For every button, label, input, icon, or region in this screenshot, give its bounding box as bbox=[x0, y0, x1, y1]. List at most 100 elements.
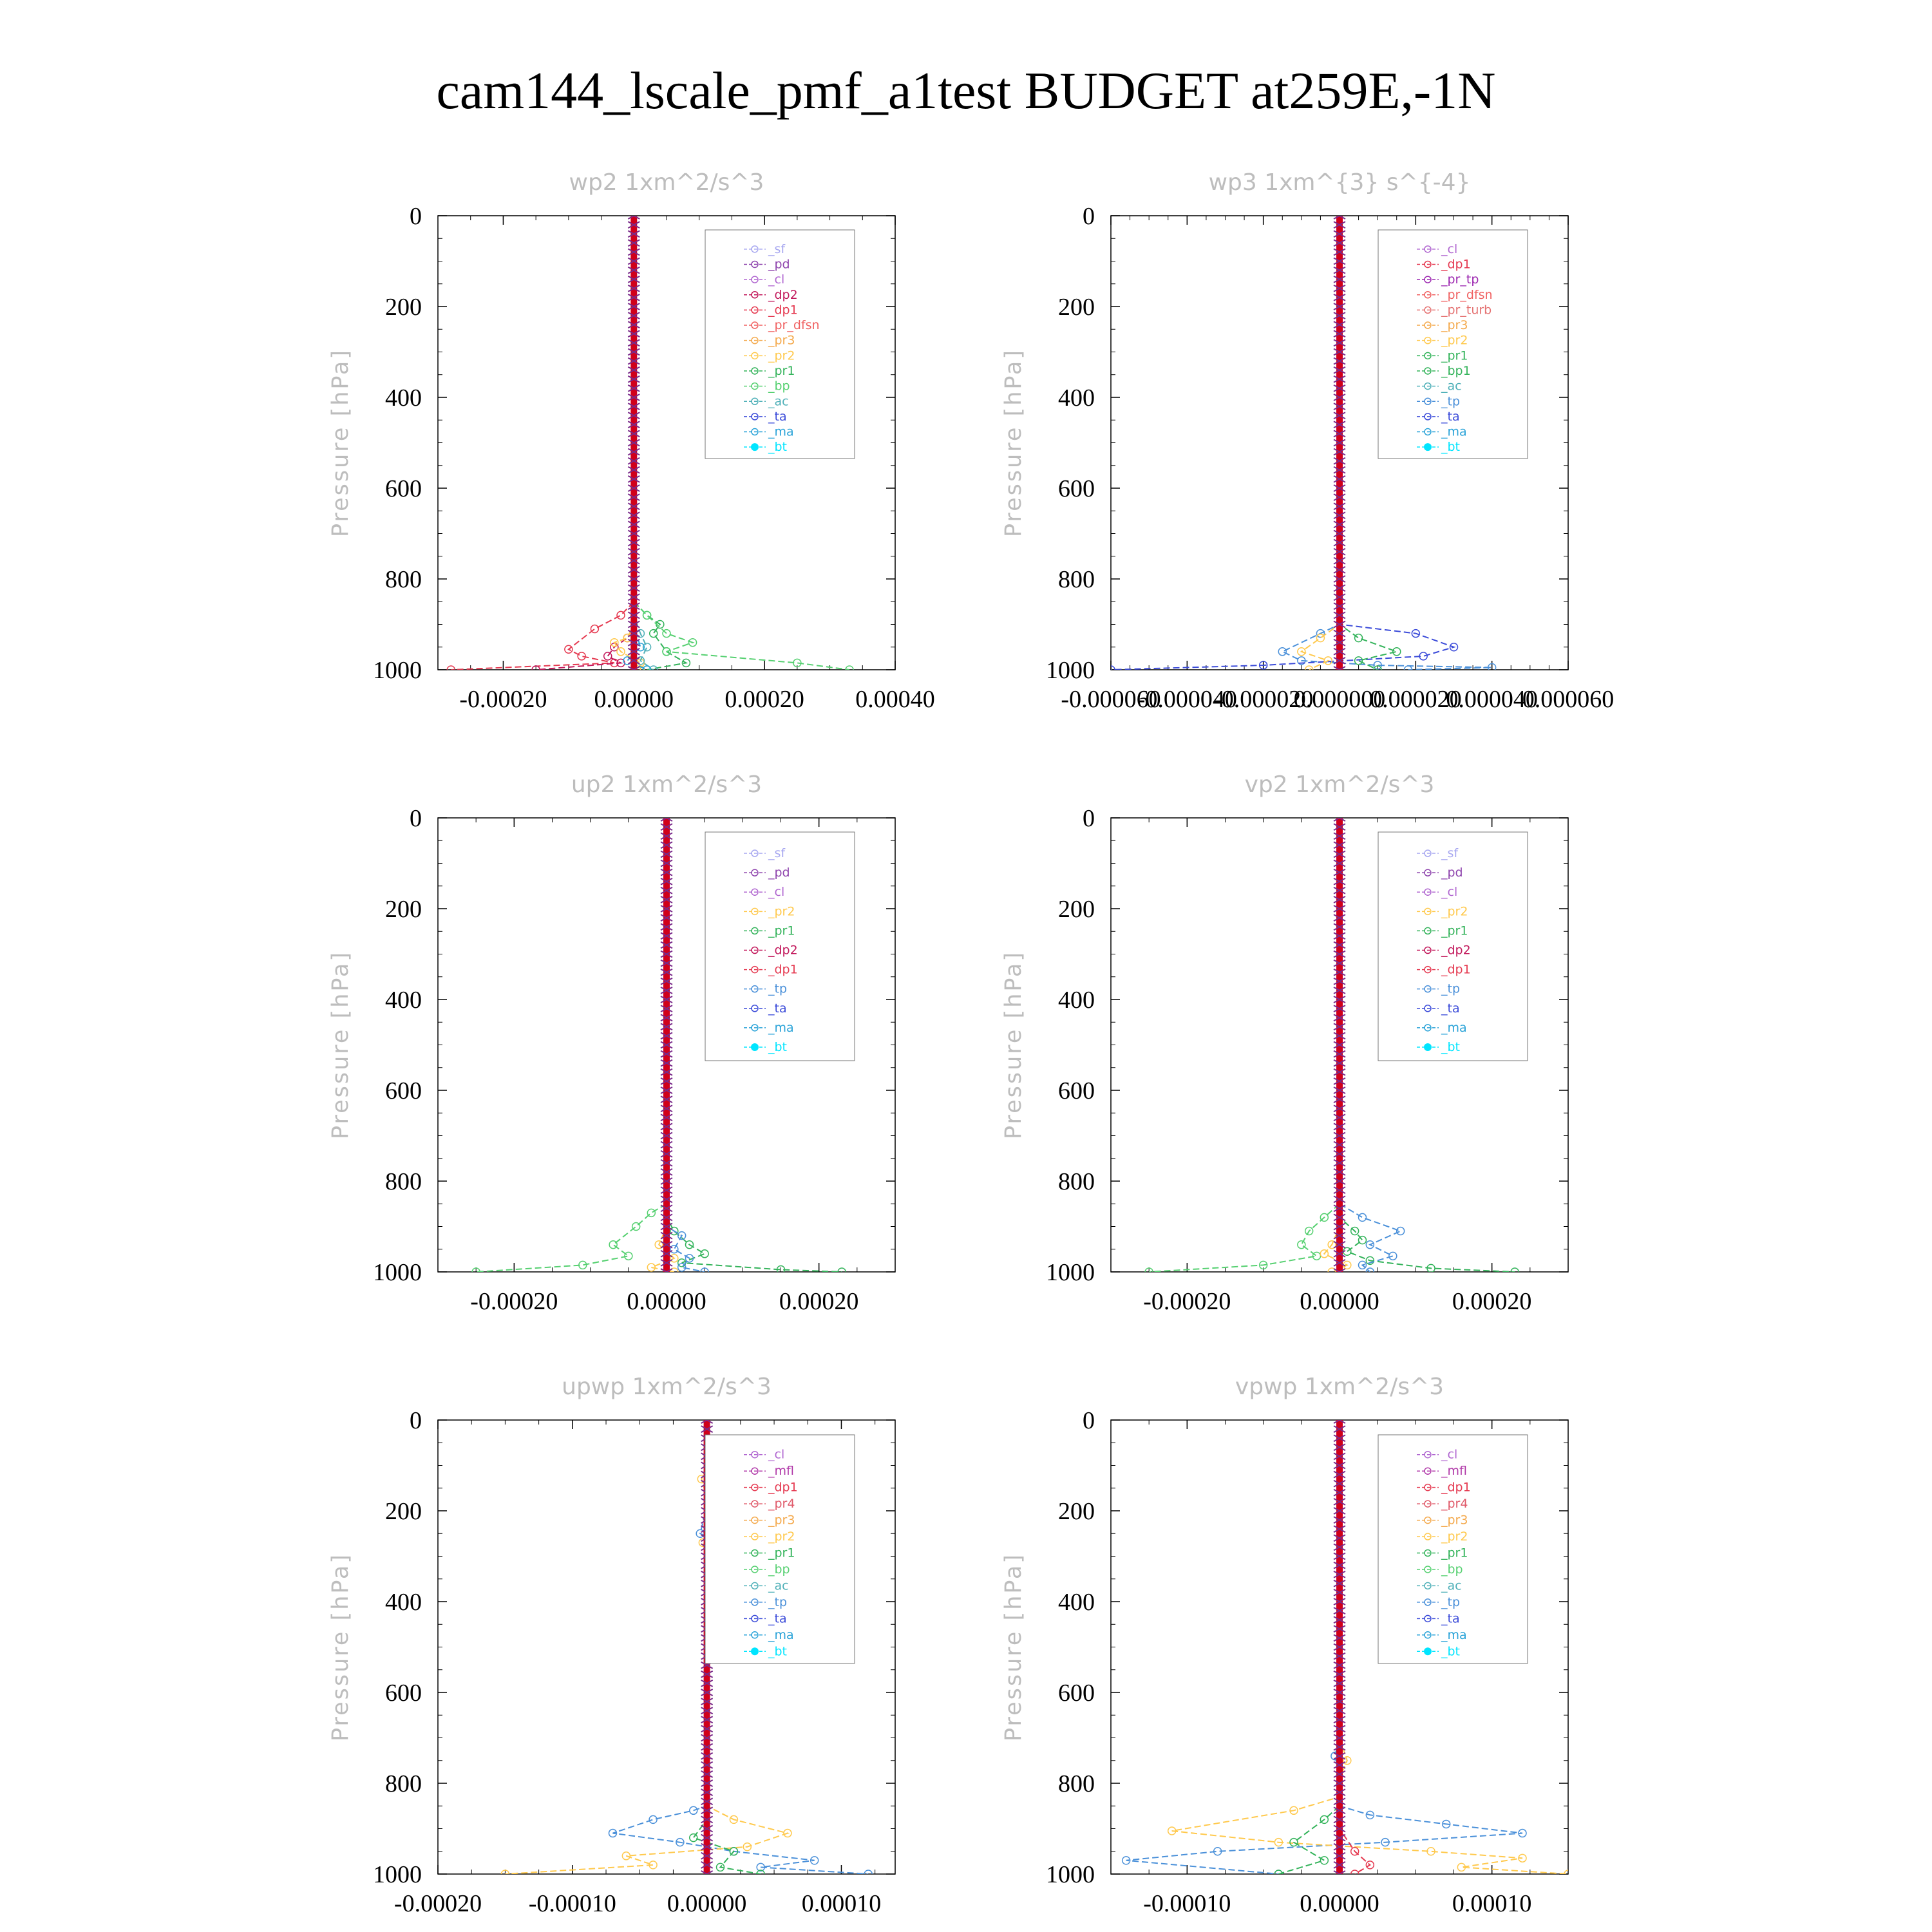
baseline-marker bbox=[627, 339, 640, 347]
legend-item: _tp bbox=[1417, 1595, 1460, 1609]
baseline-marker bbox=[1333, 566, 1346, 574]
legend-marker bbox=[751, 1566, 759, 1573]
baseline-marker bbox=[660, 923, 673, 931]
legend-marker bbox=[1424, 1533, 1432, 1540]
legend-item: _pr3 bbox=[744, 334, 795, 348]
baseline-marker bbox=[1333, 959, 1346, 967]
y-tick-label: 1000 bbox=[1046, 1259, 1095, 1286]
baseline-marker bbox=[1333, 1680, 1346, 1687]
legend-marker bbox=[1424, 1631, 1432, 1639]
baseline-marker bbox=[627, 330, 640, 338]
baseline-marker bbox=[627, 602, 640, 611]
legend-label: _tp bbox=[1441, 394, 1460, 408]
x-tick-label: -0.00020 bbox=[1143, 1288, 1231, 1315]
legend-marker bbox=[1424, 946, 1432, 954]
baseline-marker bbox=[1333, 1470, 1346, 1479]
baseline-marker bbox=[1333, 1479, 1346, 1488]
legend-marker bbox=[1424, 367, 1432, 375]
baseline-marker bbox=[1333, 466, 1346, 474]
baseline-marker bbox=[1333, 987, 1346, 994]
baseline-marker bbox=[1333, 1770, 1346, 1778]
y-tick-label: 800 bbox=[385, 1168, 422, 1195]
data-point bbox=[715, 1862, 725, 1872]
baseline-marker bbox=[1333, 1231, 1346, 1240]
legend-marker bbox=[751, 336, 759, 345]
data-point bbox=[1258, 661, 1268, 670]
x-tick-label: 0.00040 bbox=[855, 686, 935, 713]
legend-label: _dp2 bbox=[1441, 943, 1471, 958]
baseline-marker bbox=[1333, 905, 1346, 913]
data-point bbox=[810, 1856, 819, 1865]
data-point bbox=[1144, 1267, 1153, 1272]
data-point bbox=[681, 658, 691, 668]
baseline-marker bbox=[627, 466, 640, 474]
baseline-marker bbox=[1333, 1204, 1346, 1213]
legend-marker bbox=[1424, 1450, 1432, 1459]
data-point bbox=[621, 1852, 631, 1861]
legend-marker bbox=[1424, 927, 1432, 935]
legend-marker bbox=[751, 413, 759, 421]
legend-label: _dp1 bbox=[1441, 1481, 1471, 1495]
baseline-marker bbox=[701, 1870, 714, 1874]
baseline-marker bbox=[1333, 1743, 1346, 1751]
legend-item: _ta bbox=[744, 1001, 787, 1016]
legend-item: _cl bbox=[1417, 885, 1457, 899]
legend-marker bbox=[1424, 869, 1432, 876]
baseline-marker bbox=[1333, 366, 1346, 374]
data-point bbox=[756, 1870, 765, 1874]
baseline-marker bbox=[660, 832, 673, 840]
baseline-marker bbox=[1333, 384, 1346, 392]
series-line bbox=[1126, 1420, 1523, 1874]
legend-marker bbox=[751, 428, 759, 436]
legend-marker bbox=[751, 1024, 759, 1032]
legend-item: _pr2 bbox=[1417, 904, 1468, 918]
baseline-marker bbox=[627, 584, 640, 592]
baseline-marker bbox=[660, 850, 673, 858]
baseline-marker bbox=[627, 248, 640, 256]
legend-marker bbox=[751, 352, 759, 360]
y-tick-label: 200 bbox=[1058, 294, 1095, 321]
baseline-marker bbox=[1333, 1852, 1346, 1860]
legend-marker bbox=[751, 965, 759, 974]
data-point bbox=[649, 629, 658, 638]
data-point bbox=[700, 1249, 709, 1258]
legend-item: _cl bbox=[744, 1448, 784, 1462]
x-tick-label: 0.00010 bbox=[1452, 1890, 1532, 1917]
baseline-marker bbox=[660, 987, 673, 994]
data-point bbox=[1323, 656, 1332, 665]
baseline-marker bbox=[701, 1806, 714, 1815]
legend-label: _pr2 bbox=[768, 904, 795, 918]
data-point bbox=[649, 1815, 658, 1824]
data-point bbox=[837, 1267, 846, 1272]
y-tick-label: 400 bbox=[1058, 987, 1095, 1014]
data-point bbox=[1396, 1226, 1405, 1236]
legend-marker bbox=[1424, 1647, 1432, 1656]
legend-label: _pr1 bbox=[1441, 1546, 1468, 1560]
legend-marker bbox=[751, 260, 759, 269]
baseline-marker bbox=[627, 303, 640, 310]
y-tick-label: 600 bbox=[385, 1680, 422, 1707]
panel-title: wp3 1xm^{3} s^{-4} bbox=[1209, 169, 1471, 196]
baseline-marker bbox=[660, 1222, 673, 1231]
data-point bbox=[1289, 1837, 1298, 1847]
baseline-marker bbox=[627, 666, 640, 670]
legend-label: _bt bbox=[1441, 1644, 1460, 1658]
legend-label: _dp2 bbox=[768, 288, 798, 302]
legend-label: _pr2 bbox=[768, 348, 795, 363]
legend-box bbox=[705, 831, 855, 1061]
legend-item: _cl bbox=[744, 272, 784, 287]
baseline-marker bbox=[1333, 1005, 1346, 1012]
baseline-marker bbox=[627, 275, 640, 283]
legend-label: _ta bbox=[1441, 1611, 1460, 1625]
data-point bbox=[608, 1828, 618, 1838]
plot-area bbox=[471, 818, 846, 1272]
legend-marker bbox=[751, 245, 759, 253]
legend-marker bbox=[751, 1549, 759, 1557]
legend: _cl_dp1_pr_tp_pr_dfsn_pr_turb_pr3 _pr2_pr… bbox=[1378, 229, 1528, 459]
y-tick-label: 0 bbox=[410, 805, 422, 832]
x-tick-label: 0.000040 bbox=[1446, 686, 1538, 713]
baseline-marker bbox=[1333, 502, 1346, 511]
legend-item: _dp1 bbox=[744, 963, 798, 977]
baseline-marker bbox=[660, 1032, 673, 1040]
baseline-marker bbox=[701, 1743, 714, 1751]
